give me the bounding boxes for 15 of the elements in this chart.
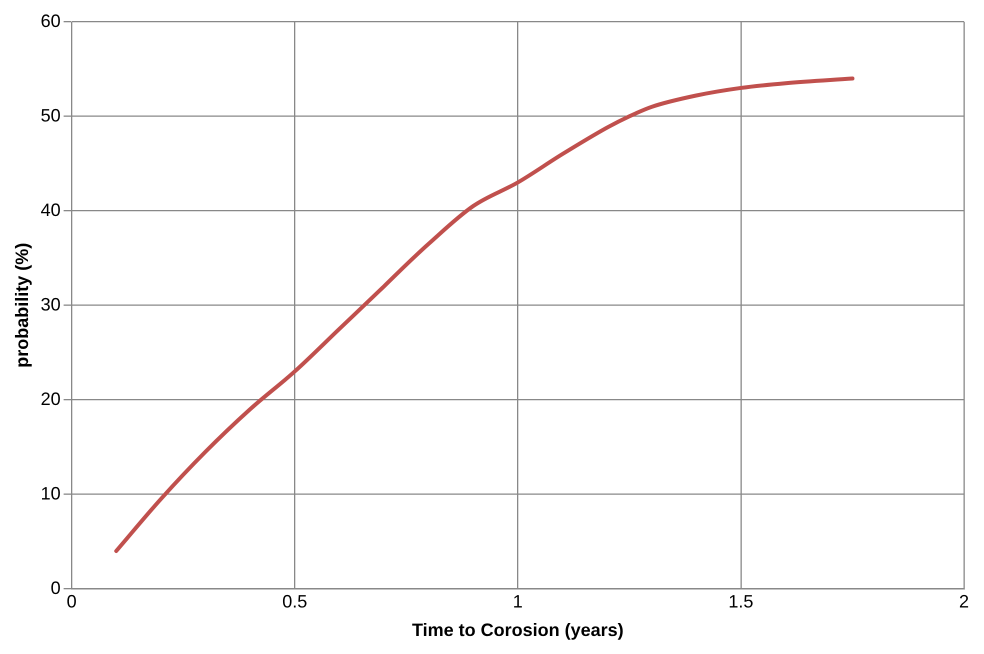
y-tick-label: 50 (40, 105, 61, 126)
x-tick-label: 2 (958, 592, 970, 612)
x-tick-label: 0.5 (282, 592, 308, 612)
y-tick-label: 60 (40, 10, 61, 31)
y-axis-title: probability (%) (12, 242, 32, 368)
x-tick-label: 1.5 (728, 592, 754, 612)
y-tick-label: 40 (40, 200, 61, 220)
x-axis-title: Time to Corosion (years) (412, 620, 624, 640)
x-tick-label: 1 (512, 592, 523, 612)
y-tick-label: 30 (40, 294, 61, 314)
line-series (114, 76, 854, 553)
y-tick-label: 0 (50, 578, 61, 598)
y-tick-label: 10 (40, 483, 61, 504)
y-tick-label: 20 (40, 388, 61, 409)
x-tick-label: 0 (66, 592, 77, 612)
